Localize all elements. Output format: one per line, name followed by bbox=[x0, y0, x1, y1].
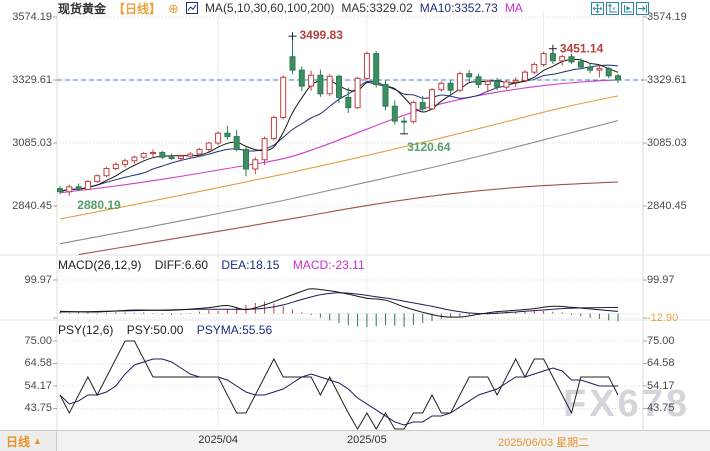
y-axis-label: 2840.45 bbox=[12, 200, 52, 212]
price-annotation: 2880.19 bbox=[77, 198, 121, 212]
chart-type-icon[interactable] bbox=[185, 2, 198, 14]
symbol-title: 现货黄金 bbox=[58, 1, 107, 16]
y-axis-label: 3085.03 bbox=[647, 137, 687, 149]
macd-diff-value: DIFF:6.60 bbox=[154, 258, 209, 272]
psy-line bbox=[59, 340, 619, 430]
y-axis-label: 75.00 bbox=[647, 335, 675, 347]
x-axis-date-label: 2025/05 bbox=[347, 434, 387, 446]
price-annotation: 3499.83 bbox=[300, 28, 344, 42]
y-axis-label: 3574.19 bbox=[12, 11, 52, 23]
y-axis-label: 64.58 bbox=[24, 357, 52, 370]
y-axis-label: 3329.61 bbox=[647, 74, 687, 86]
dea-line bbox=[59, 292, 619, 315]
psy-indicator-label: PSY(12,6) PSY:50.00 PSYMA:55.56 bbox=[58, 323, 282, 337]
y-axis-label: 54.17 bbox=[647, 379, 675, 392]
gridlines bbox=[0, 10, 710, 430]
period-label[interactable]: 【日线】 bbox=[113, 1, 162, 16]
watermark: FX678 bbox=[563, 383, 690, 425]
add-indicator-icon[interactable]: ⊕ bbox=[168, 0, 179, 16]
psyma-line bbox=[59, 358, 618, 426]
y-axis-label: 43.75 bbox=[24, 402, 52, 415]
macd-indicator-label: MACD(26,12,9) DIFF:6.60 DEA:18.15 MACD:-… bbox=[58, 258, 375, 272]
ma5-value: MA5:3329.02 bbox=[341, 1, 413, 15]
y-axis-label: -12.90 bbox=[647, 311, 679, 324]
y-axis-label: 3085.03 bbox=[12, 137, 52, 149]
ma-settings-label: MA(5,10,30,60,100,200) bbox=[204, 1, 335, 15]
macd-value: MACD:-23.11 bbox=[292, 258, 365, 272]
y-axis-label: 75.00 bbox=[24, 335, 52, 347]
jump-latest-icon[interactable] bbox=[636, 2, 649, 15]
y-axis-label: 43.75 bbox=[647, 402, 675, 415]
ma30-line bbox=[59, 79, 619, 194]
ma60-line bbox=[59, 95, 619, 220]
psy-pane bbox=[59, 340, 619, 430]
ma200-line bbox=[78, 181, 619, 256]
chart-toolbar bbox=[591, 2, 649, 15]
psyma-value: PSYMA:55.56 bbox=[196, 323, 273, 337]
price-annotation: 3120.64 bbox=[407, 140, 451, 154]
y-axis-label: 2840.45 bbox=[647, 200, 687, 212]
ma10-value: MA10:3352.73 bbox=[419, 1, 498, 15]
psy-value: PSY:50.00 bbox=[126, 323, 184, 337]
period-selector[interactable]: 日线 ▲ bbox=[0, 431, 57, 451]
x-axis-date-label: 2025/04 bbox=[198, 434, 238, 446]
scale-play-icon[interactable] bbox=[621, 2, 634, 15]
price-annotation: 3451.14 bbox=[560, 42, 604, 56]
y-axis-label: 54.17 bbox=[24, 379, 52, 392]
y-axis-label: 3574.19 bbox=[647, 11, 687, 23]
period-selector-label: 日线 bbox=[6, 434, 31, 449]
ma100-line bbox=[59, 120, 619, 245]
x-axis-bar: 日线 ▲ 2025/04 2025/05 2025/06/03 星期二 bbox=[0, 430, 710, 451]
candles[interactable] bbox=[57, 36, 621, 196]
triangle-up-icon: ▲ bbox=[33, 436, 42, 446]
y-axis-label: 99.97 bbox=[24, 274, 52, 286]
psy-params: PSY(12,6) bbox=[58, 323, 114, 337]
macd-pane bbox=[57, 288, 643, 328]
macd-dea-value: DEA:18.15 bbox=[221, 258, 280, 272]
ma-extra-value: MA bbox=[504, 1, 523, 15]
x-axis-date-label: 2025/06/03 星期二 bbox=[498, 437, 590, 449]
y-axis-label: 99.97 bbox=[647, 274, 675, 286]
scale-up-icon[interactable] bbox=[606, 2, 619, 15]
annotations: 3499.83 3451.14 3120.64 2880.19 bbox=[77, 28, 603, 212]
macd-params: MACD(26,12,9) bbox=[58, 258, 142, 272]
diff-line bbox=[59, 288, 619, 318]
y-axis-label: 3329.61 bbox=[12, 74, 52, 86]
pan-tool-icon[interactable] bbox=[591, 2, 604, 15]
chart-header: 现货黄金 【日线】 ⊕ MA(5,10,30,60,100,200) MA5:3… bbox=[58, 0, 523, 16]
y-axis-label: 64.58 bbox=[647, 357, 675, 370]
